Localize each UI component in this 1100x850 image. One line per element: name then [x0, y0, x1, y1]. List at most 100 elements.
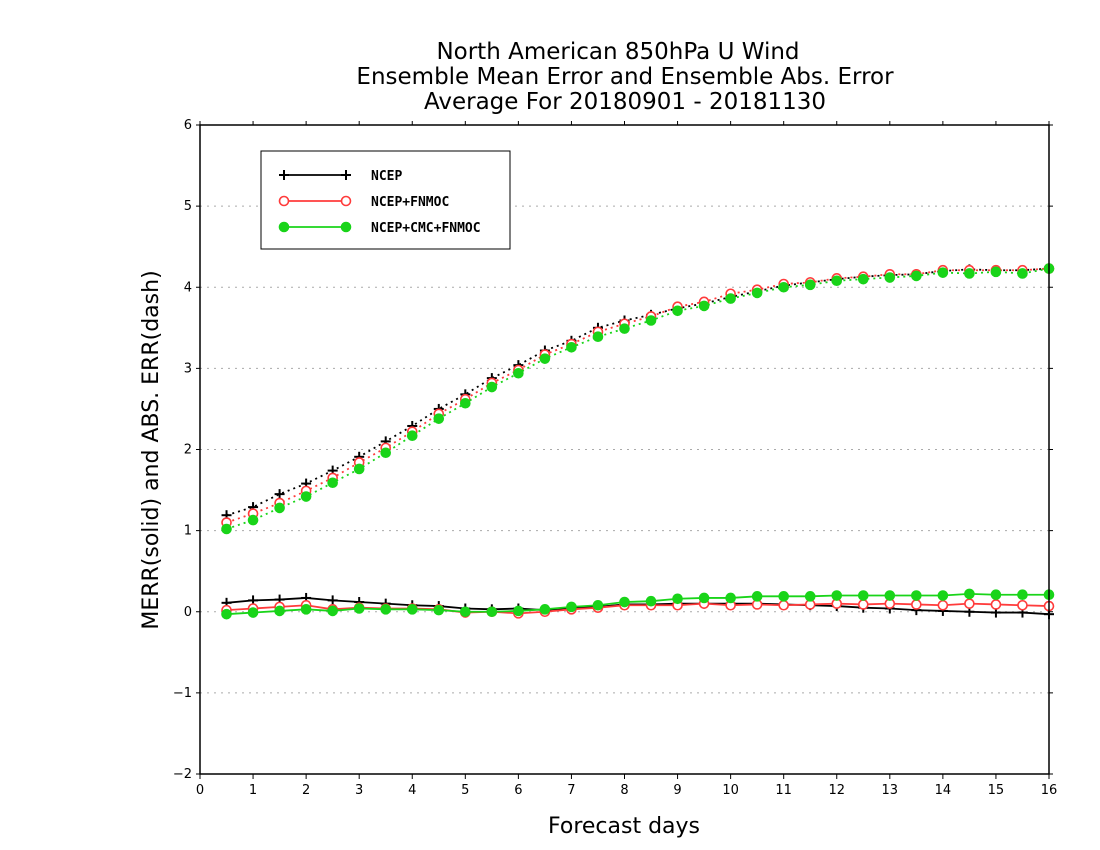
y-tick-label: 1 [184, 524, 192, 539]
abs-error-point [857, 273, 869, 285]
mean-error-point [778, 599, 789, 611]
abs-error-line [226, 267, 1050, 530]
mean-error-point [911, 599, 922, 610]
abs-error-point [778, 281, 789, 293]
legend-marker [278, 195, 290, 207]
abs-error-point [698, 300, 710, 312]
y-tick-label: 2 [184, 443, 192, 458]
x-tick-label: 11 [775, 783, 792, 798]
abs-error-point [831, 275, 843, 287]
mean-error-point [406, 604, 418, 615]
mean-error-point [698, 592, 710, 604]
mean-error-point [857, 599, 869, 610]
mean-error-point [990, 599, 1002, 610]
mean-error-point [566, 601, 577, 613]
x-tick-label: 3 [355, 783, 363, 798]
mean-error-point [964, 588, 975, 600]
mean-error-point [353, 603, 365, 614]
x-tick-label: 5 [461, 783, 469, 798]
chart-title-line-1: North American 850hPa U Wind [436, 39, 799, 65]
x-tick-label: 4 [408, 783, 416, 798]
legend-label: NCEP+FNMOC [371, 195, 449, 210]
legend-entry: NCEP+FNMOC [278, 195, 449, 210]
legend-marker [279, 170, 289, 180]
series-ncep-fnmoc [221, 263, 1055, 619]
mean-error-point [990, 589, 1002, 601]
y-tick-label: −2 [173, 767, 192, 782]
abs-error-point [619, 323, 630, 334]
abs-error-point [460, 397, 471, 409]
abs-error-point [937, 267, 949, 278]
y-tick-label: −1 [173, 686, 192, 701]
abs-error-point [433, 413, 445, 424]
legend: NCEP NCEP+FNMOC NCEP+CMC+FNMOC [260, 150, 511, 250]
y-tick-label: 4 [184, 280, 192, 295]
mean-error-point [460, 606, 471, 618]
mean-error-point [327, 605, 338, 617]
chart-title-line-2: Ensemble Mean Error and Ensemble Abs. Er… [356, 64, 894, 90]
abs-error-point [300, 491, 312, 502]
abs-error-point [884, 272, 896, 283]
legend-label: NCEP+CMC+FNMOC [371, 221, 481, 236]
mean-error-point [884, 590, 896, 601]
abs-error-point [539, 353, 551, 364]
gridlines [200, 205, 1049, 694]
series-ncep-cmc-fnmoc [221, 263, 1055, 620]
abs-error-point [327, 477, 338, 489]
mean-error-point [804, 591, 816, 602]
chart-title-line-3: Average For 20180901 - 20181130 [424, 89, 826, 115]
x-tick-label: 12 [828, 783, 845, 798]
mean-error-point [778, 591, 789, 602]
series-ncep [221, 263, 1054, 620]
x-tick-label: 15 [988, 783, 1005, 798]
axis-ticks [196, 121, 1053, 779]
mean-error-point [221, 608, 232, 620]
x-tick-label: 14 [935, 783, 952, 798]
abs-error-point [672, 305, 683, 317]
mean-error-point [513, 605, 524, 617]
mean-error-point [274, 605, 285, 617]
mean-error-point [751, 591, 763, 602]
x-tick-label: 8 [620, 783, 628, 798]
x-tick-label: 0 [196, 783, 204, 798]
abs-error-point [513, 367, 524, 379]
abs-error-point [964, 268, 975, 279]
abs-error-point [804, 279, 816, 291]
x-axis-label: Forecast days [548, 814, 700, 839]
abs-error-point [221, 523, 232, 535]
mean-error-point [300, 604, 312, 615]
mean-error-point [1017, 589, 1028, 601]
abs-error-point [725, 293, 736, 304]
legend-marker [340, 221, 352, 233]
legend-entries: NCEP NCEP+FNMOC NCEP+CMC+FNMOC [278, 169, 481, 236]
abs-error-point [990, 266, 1002, 278]
x-tick-label: 16 [1041, 783, 1058, 798]
mean-error-point [327, 595, 338, 606]
mean-error-point [937, 599, 949, 611]
mean-error-point [645, 595, 657, 607]
mean-error-point [964, 598, 975, 609]
abs-error-point [247, 514, 259, 526]
y-tick-label: 5 [184, 199, 192, 214]
legend-box [260, 150, 511, 250]
abs-error-point [1017, 268, 1028, 279]
y-tick-label: 0 [184, 605, 192, 620]
series-layer [221, 263, 1055, 620]
abs-error-point [592, 331, 604, 343]
mean-error-point [247, 607, 259, 618]
legend-entry: NCEP [279, 169, 402, 184]
legend-marker [278, 221, 290, 233]
chart-title: North American 850hPa U Wind Ensemble Me… [356, 39, 894, 115]
abs-error-point [486, 381, 498, 393]
x-tick-label: 13 [882, 783, 899, 798]
mean-error-point [539, 604, 551, 615]
legend-entry: NCEP+CMC+FNMOC [278, 221, 481, 236]
mean-error-point [380, 604, 392, 615]
mean-error-point [857, 590, 869, 601]
legend-marker [340, 195, 352, 207]
abs-error-point [751, 287, 763, 299]
mean-error-point [486, 606, 498, 618]
mean-error-point [619, 596, 630, 608]
x-tick-label: 1 [249, 783, 257, 798]
